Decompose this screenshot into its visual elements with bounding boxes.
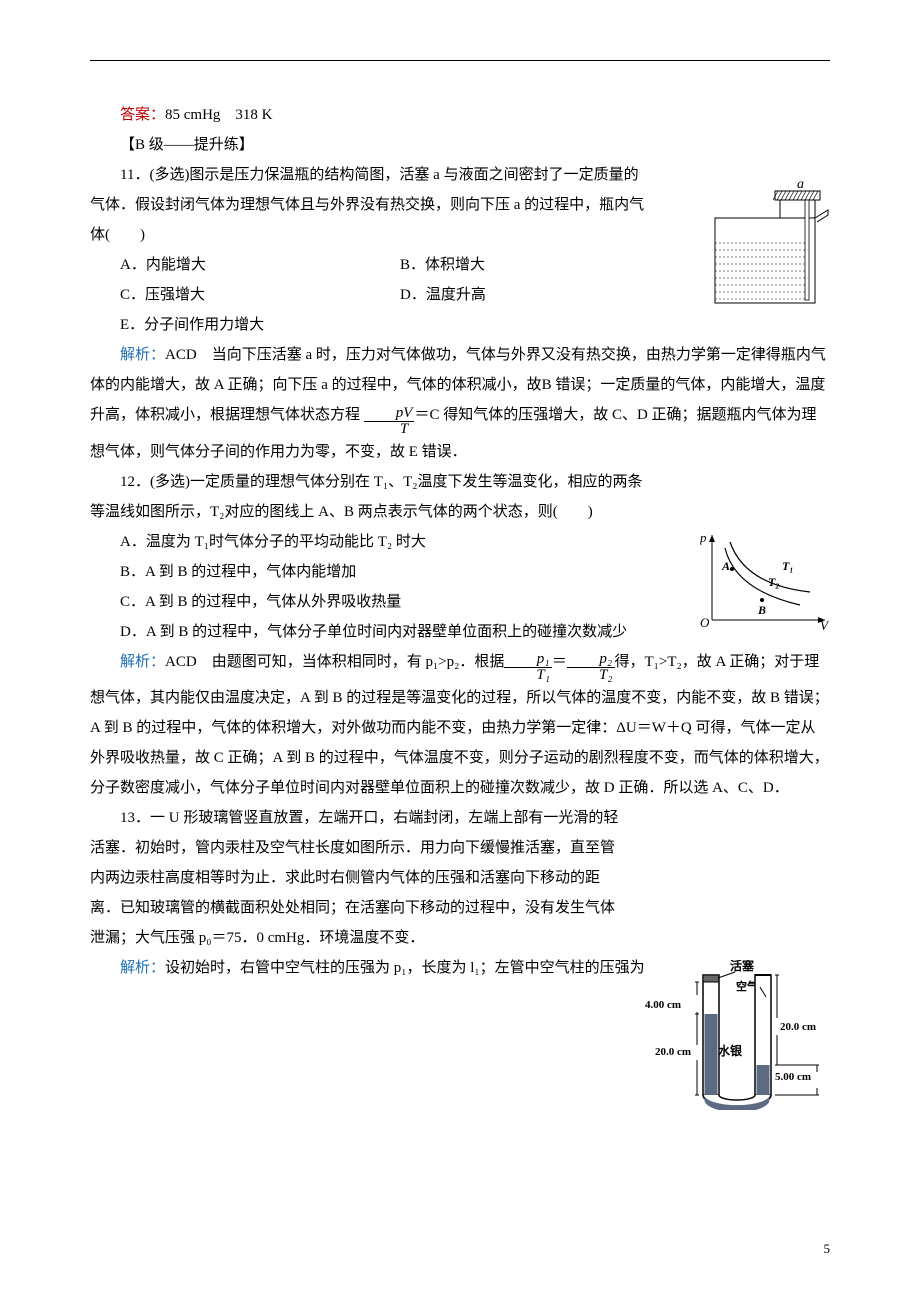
len-20a: 20.0 cm xyxy=(655,1046,691,1058)
question-12: 12．(多选)一定质量的理想气体分别在 T₁、T₂温度下发生等温变化，相应的两条… xyxy=(90,467,830,804)
eq-sign: ＝ xyxy=(552,654,567,670)
q11-optA: A．内能增大 xyxy=(120,250,400,280)
q11-row-e: E．分子间作用力增大 xyxy=(120,310,830,340)
piston-label: 活塞 xyxy=(730,960,755,973)
frac-den: T xyxy=(364,422,415,437)
answer-label: 答案： xyxy=(120,107,165,123)
page: 答案：85 cmHg 318 K 【B 级——提升练】 11．(多选)图示是压力… xyxy=(0,0,920,1302)
frac-den: T₂ xyxy=(567,668,615,683)
T2-label: T₂ xyxy=(768,575,780,589)
q12-stem: 12．(多选)一定质量的理想气体分别在 T₁、T₂温度下发生等温变化，相应的两条… xyxy=(90,467,650,527)
q13-explain-text: 设初始时，右管中空气柱的压强为 p₁，长度为 l₁；左管中空气柱的压强为 xyxy=(165,960,645,976)
v-axis-label: V xyxy=(820,618,830,630)
fraction-icon: pVT xyxy=(364,406,415,437)
frac-num: p₁ xyxy=(504,652,552,668)
q12-explain-key: ACD xyxy=(165,654,197,670)
q11-stem: 11．(多选)图示是压力保温瓶的结构简图，活塞 a 与液面之间密封了一定质量的气… xyxy=(90,160,650,250)
frac-den: T₁ xyxy=(504,668,552,683)
top-rule xyxy=(90,60,830,61)
q12-explain-b: 得，T₁>T₂，故 A 正确；对于理想气体，其内能仅由温度决定，A 到 B 的过… xyxy=(90,654,829,797)
q11-optC: C．压强增大 xyxy=(120,280,400,310)
origin-label: O xyxy=(700,615,710,630)
point-A-label: A xyxy=(721,559,730,573)
q11-explain: 解析：ACD 当向下压活塞 a 时，压力对气体做功，气体与外界又没有热交换，由热… xyxy=(90,340,830,467)
answer-text: 85 cmHg 318 K xyxy=(165,107,273,123)
len-5cm: 5.00 cm xyxy=(775,1071,811,1083)
explain-label: 解析： xyxy=(120,347,165,363)
explain-label: 解析： xyxy=(120,960,165,976)
mercury-label: 水银 xyxy=(718,1043,743,1058)
len-20b: 20.0 cm xyxy=(780,1021,816,1033)
fraction-icon: p₁T₁ xyxy=(504,652,552,683)
frac-num: pV xyxy=(364,406,415,422)
len-4cm: 4.00 cm xyxy=(645,999,681,1011)
fraction-icon: p₂T₂ xyxy=(567,652,615,683)
q11-optB: B．体积增大 xyxy=(400,250,485,280)
point-B-label: B xyxy=(757,603,766,617)
page-number: 5 xyxy=(824,1236,831,1262)
explain-label: 解析： xyxy=(120,654,165,670)
q12-explain: 解析：ACD 由题图可知，当体积相同时，有 p₁>p₂．根据p₁T₁＝p₂T₂得… xyxy=(90,647,830,804)
frac-num: p₂ xyxy=(567,652,615,668)
q12-explain-a: 由题图可知，当体积相同时，有 p₁>p₂．根据 xyxy=(197,654,505,670)
utube-figure: 活塞 空气 水银 4.00 cm 20.0 cm 20.0 cm 5.00 cm xyxy=(640,960,820,1110)
question-13: 13．一 U 形玻璃管竖直放置，左端开口，右端封闭，左端上部有一光滑的轻活塞．初… xyxy=(90,803,830,983)
answer-line: 答案：85 cmHg 318 K xyxy=(90,100,830,130)
pv-figure: p V O A B T₁ T₂ xyxy=(700,530,830,630)
q11-optE: E．分子间作用力增大 xyxy=(120,317,264,333)
section-title: 【B 级——提升练】 xyxy=(90,130,830,160)
q11-optD: D．温度升高 xyxy=(400,280,486,310)
label-a: a xyxy=(797,178,804,192)
q13-stem: 13．一 U 形玻璃管竖直放置，左端开口，右端封闭，左端上部有一光滑的轻活塞．初… xyxy=(90,803,620,953)
T1-label: T₁ xyxy=(782,559,794,573)
thermos-figure: a xyxy=(700,178,830,308)
q11-explain-key: ACD xyxy=(165,347,197,363)
p-axis-label: p xyxy=(700,530,707,545)
